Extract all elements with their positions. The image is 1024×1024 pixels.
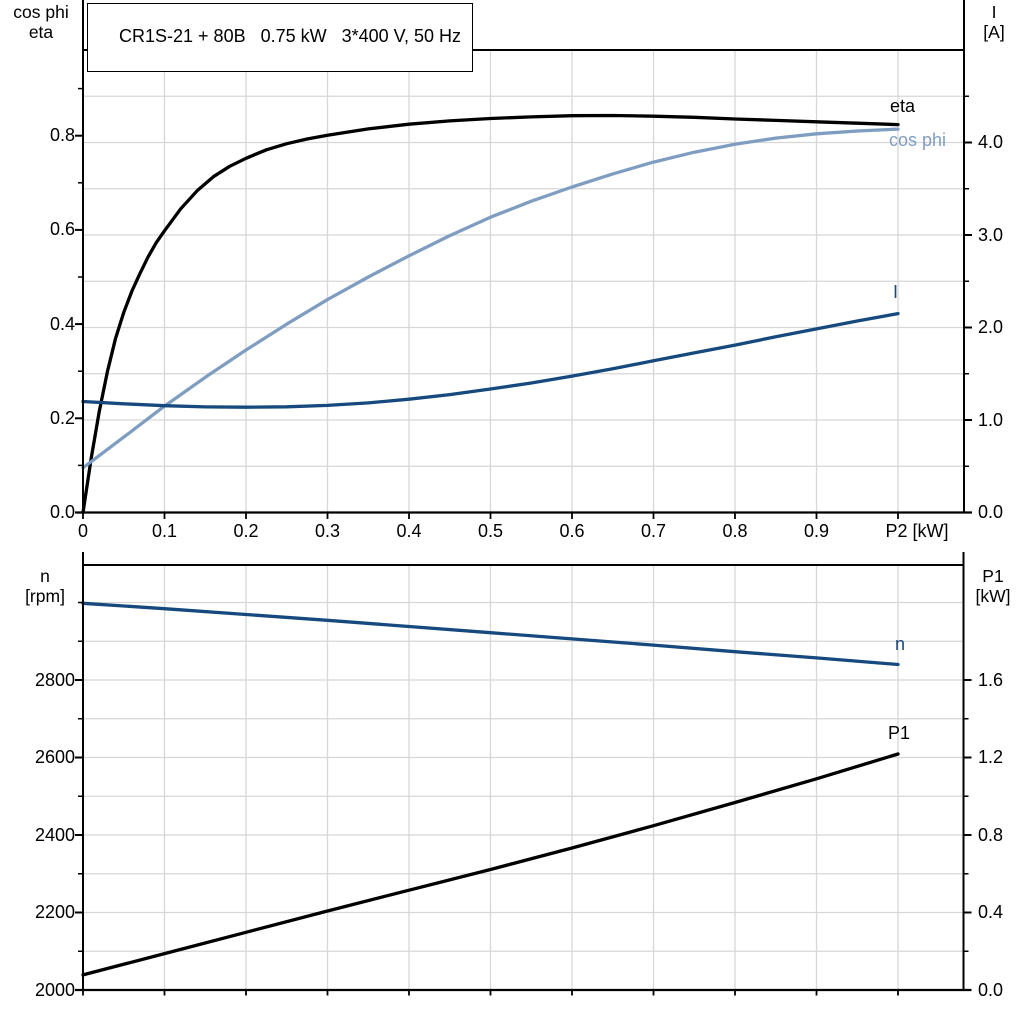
x-axis-unit-label: P2 [kW]	[885, 521, 949, 541]
top-chart-x-tick-label: 0.5	[477, 521, 504, 541]
top-chart-left-tick-label: 0.8	[49, 125, 75, 146]
bottom-right-axis-header: P1 [kW]	[964, 566, 1022, 606]
curve-label-speed: n	[895, 634, 906, 654]
bottom-chart-right-tick-label: 0.4	[978, 902, 1004, 922]
top-left-axis-header: cos phi eta	[2, 2, 80, 42]
bottom-chart-left-tick-label: 2600	[34, 747, 75, 767]
top-chart-right-tick-label: 1.0	[978, 409, 1004, 430]
top-chart-left-tick-label: 0.0	[49, 502, 75, 522]
chart-title: CR1S-21 + 80B 0.75 kW 3*400 V, 50 Hz	[119, 26, 462, 46]
top-chart-left-tick-label: 0.6	[49, 219, 75, 240]
top-chart-x-tick-label: 0.7	[640, 521, 667, 541]
bottom-chart-curve-n	[81, 601, 900, 667]
top-chart-x-tick-label: 0.1	[151, 521, 178, 541]
top-chart-right-tick-label: 4.0	[978, 132, 1004, 152]
speed-axis-header-line2: [rpm]	[25, 586, 65, 606]
top-chart-curve-eta	[81, 113, 900, 515]
curve-label-current: I	[893, 282, 899, 302]
right-axis-header-line1: I	[991, 2, 997, 22]
curve-label-input-power: P1	[888, 723, 911, 743]
left-axis-header-line1: cos phi	[13, 2, 69, 22]
left-axis-header-line2: eta	[28, 22, 54, 42]
top-chart-x-tick-label: 0.2	[233, 521, 259, 541]
bottom-left-axis-header: n [rpm]	[8, 566, 82, 606]
top-chart-x-tick-label: 0.3	[314, 521, 341, 541]
top-chart-x-tick-label: 0.6	[559, 521, 585, 541]
top-chart-right-tick-label: 2.0	[978, 317, 1004, 337]
top-chart-left-tick-label: 0.4	[49, 313, 75, 334]
bottom-chart-right-tick-label: 1.6	[978, 669, 1004, 690]
bottom-chart-right-tick-label: 1.2	[978, 747, 1004, 767]
top-chart-right-tick-label: 0.0	[978, 502, 1004, 522]
top-chart-left-tick-label: 0.2	[49, 407, 75, 428]
curve-label-cos-phi: cos phi	[889, 130, 947, 150]
top-chart-right-tick-label: 3.0	[978, 224, 1004, 245]
title-box: CR1S-21 + 80B 0.75 kW 3*400 V, 50 Hz	[87, 3, 474, 72]
bottom-chart-left-tick-label: 2000	[34, 979, 75, 1000]
top-chart-x-tick-label: 0.8	[722, 521, 748, 541]
bottom-chart-curve-P1	[81, 752, 900, 977]
bottom-chart-left-tick-label: 2400	[34, 824, 75, 845]
top-chart-x-tick-label: 0.4	[396, 521, 422, 541]
top-chart-x-tick-label: 0	[77, 521, 89, 541]
power-axis-header-line2: [kW]	[975, 586, 1011, 606]
top-chart-x-tick-label: 0.9	[803, 521, 830, 541]
top-right-axis-header: I [A]	[966, 2, 1022, 42]
top-chart-curve-I	[81, 311, 900, 409]
bottom-chart-left-tick-label: 2200	[34, 902, 75, 922]
bottom-chart-right-tick-label: 0.0	[978, 979, 1004, 1000]
curve-label-eta: eta	[890, 96, 916, 116]
power-axis-header-line1: P1	[982, 566, 1004, 586]
top-chart-curve-cos-phi	[81, 127, 900, 470]
bottom-chart-right-tick-label: 0.8	[978, 824, 1004, 845]
bottom-chart-left-tick-label: 2800	[34, 669, 75, 690]
speed-axis-header-line1: n	[40, 566, 50, 586]
right-axis-header-line2: [A]	[983, 22, 1005, 42]
